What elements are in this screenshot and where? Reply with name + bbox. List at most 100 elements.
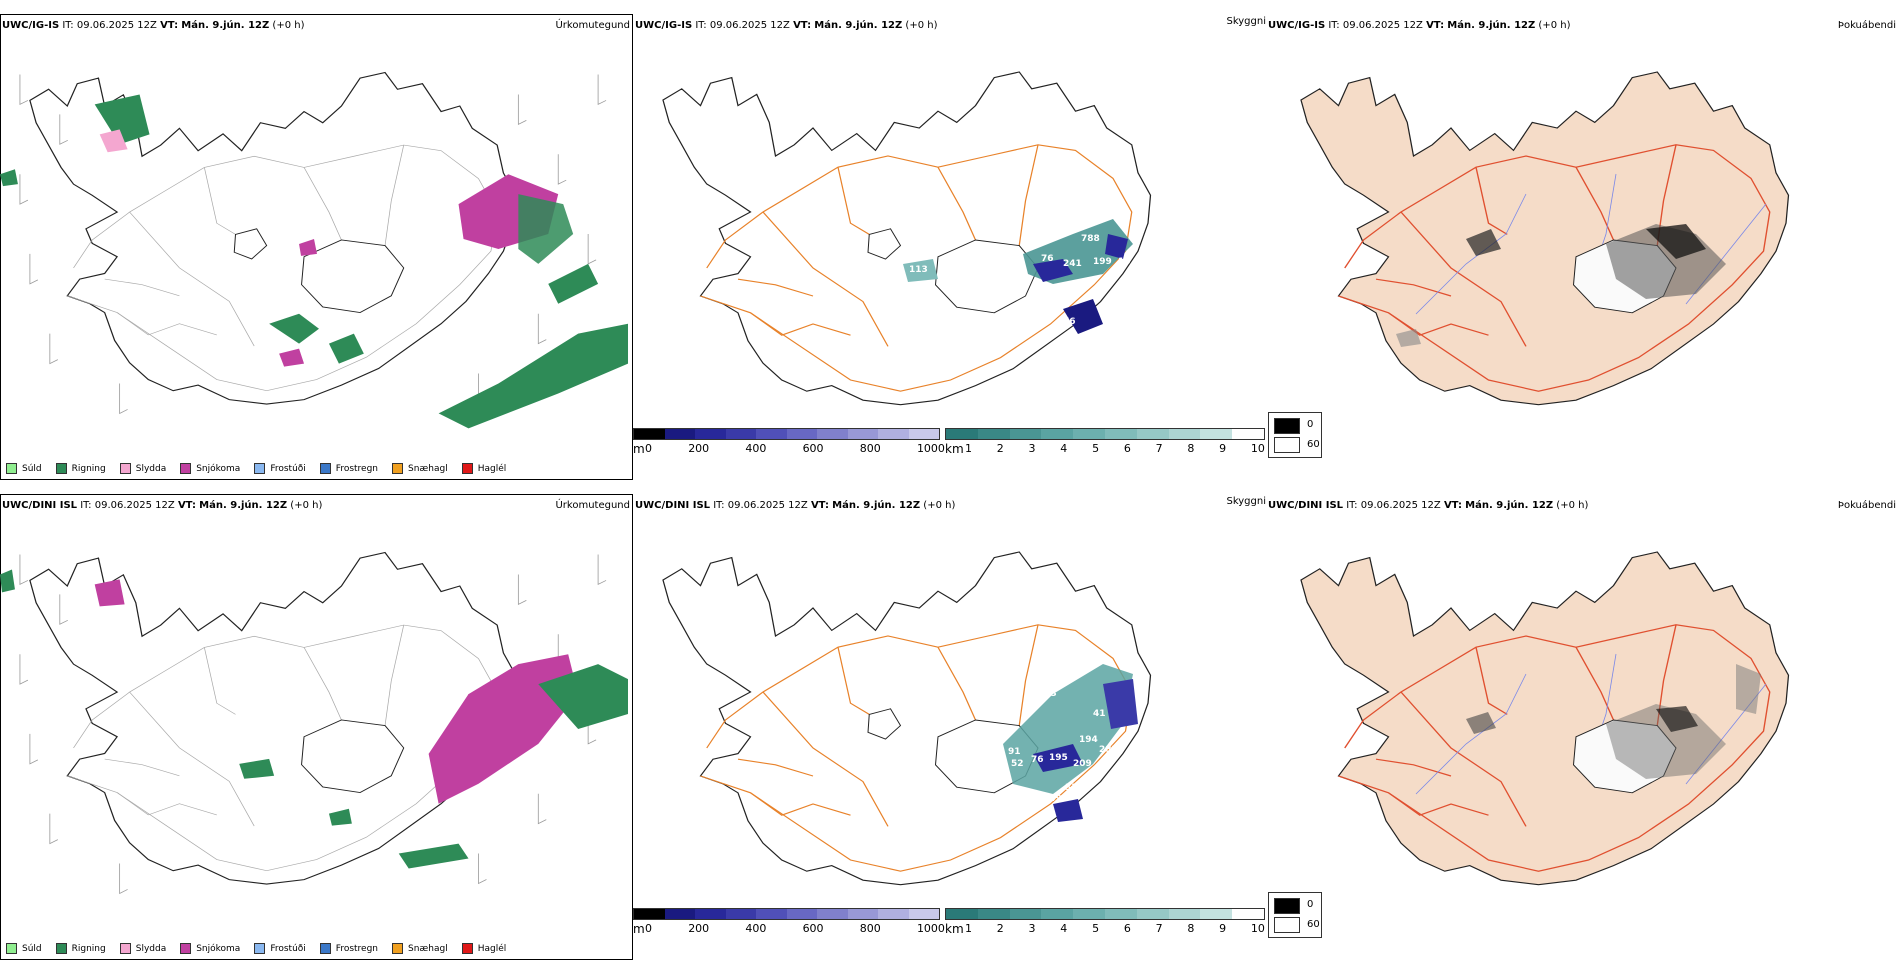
legend-swatch <box>180 463 192 474</box>
legend-item-snjokoma: Snjókoma <box>180 463 240 474</box>
visibility-panel-dini: UWC/DINI ISL IT: 09.06.2025 12Z VT: Mán.… <box>633 494 1266 960</box>
colorbar-tick: 9 <box>1219 442 1227 455</box>
vis-label: 52 <box>1011 759 1024 769</box>
cloud-legend: 0 60 <box>1268 892 1322 938</box>
legend-swatch <box>461 943 473 954</box>
vis-label: 209 <box>1073 759 1092 769</box>
lead-time: (+0 h) <box>905 20 938 31</box>
it-label: IT: <box>1328 20 1340 31</box>
vis-km-unit: km <box>945 442 964 456</box>
vis-label: 76 <box>1031 755 1044 765</box>
colorbar-segment <box>1073 909 1105 919</box>
vis-km-unit: km <box>945 922 964 936</box>
legend-item-rigning: Rigning <box>55 943 106 954</box>
colorbar-tick: 2 <box>996 922 1004 935</box>
colorbar-segment <box>1009 909 1042 919</box>
colorbar-tick: 3 <box>1028 442 1036 455</box>
cloud-swatch-high <box>1274 418 1300 434</box>
vt-value: Mán. 9.jún. 12Z <box>832 500 921 511</box>
colorbar-tick: 200 <box>688 442 710 455</box>
vis-label: 41 <box>1093 709 1106 719</box>
legend-item-haglel: Haglél <box>461 943 507 954</box>
panel-title: Úrkomutegund <box>555 500 630 511</box>
colorbar-tick: 800 <box>859 922 881 935</box>
wind-barbs <box>19 74 607 415</box>
colorbar-tick: 6 <box>1123 922 1131 935</box>
lead-time: (+0 h) <box>272 20 305 31</box>
it-label: IT: <box>1346 500 1358 511</box>
vt-value: Mán. 9.jún. 12Z <box>1447 20 1536 31</box>
colorbar-tick: 0 <box>645 922 652 935</box>
cloud-high-label: 0 <box>1307 419 1314 430</box>
colorbar-segment <box>977 429 1010 439</box>
legend-label: Súld <box>22 463 42 474</box>
colorbar-tick: 10 <box>1250 442 1265 455</box>
vis-label: 76 <box>1041 254 1054 264</box>
it-label: IT: <box>80 500 92 511</box>
colorbar-segment <box>725 909 756 919</box>
precip-frame: UWC/DINI ISL IT: 09.06.2025 12Z VT: Mán.… <box>0 494 633 960</box>
legend-label: Snæhagl <box>408 463 448 474</box>
legend-item-frostudi: Frostúði <box>254 943 306 954</box>
precip-legend: Súld Rigning Slydda Snjókoma Frostúði Fr… <box>6 463 506 474</box>
colorbar-segment <box>946 429 978 439</box>
colorbar-tick: 4 <box>1060 922 1068 935</box>
legend-label: Snjókoma <box>196 943 241 954</box>
legend-item-slydda: Slydda <box>119 463 167 474</box>
legend-label: Súld <box>22 943 42 954</box>
legend-label: Rigning <box>71 943 106 954</box>
fog-map <box>1300 551 1790 886</box>
colorbar-segment <box>756 909 787 919</box>
legend-swatch <box>392 943 404 954</box>
colorbar-tick: 1000 <box>916 442 945 455</box>
legend-swatch <box>6 943 17 954</box>
it-label: IT: <box>695 20 707 31</box>
vis-label: 241 <box>1063 259 1082 269</box>
colorbar-segment <box>908 429 939 439</box>
legend-item-slydda: Slydda <box>119 943 167 954</box>
colorbar-segment <box>1104 429 1137 439</box>
vis-label: 91 <box>1008 747 1021 757</box>
vt-value: Mán. 9.jún. 12Z <box>1465 500 1554 511</box>
cloud-low-label: 60 <box>1307 439 1320 450</box>
legend-label: Haglél <box>477 943 507 954</box>
fog-panel-ig: UWC/IG-IS IT: 09.06.2025 12Z VT: Mán. 9.… <box>1266 14 1899 480</box>
precip-areas <box>0 569 629 869</box>
colorbar-segment <box>1104 909 1137 919</box>
panel-header: UWC/DINI ISL IT: 09.06.2025 12Z VT: Mán.… <box>2 500 322 511</box>
legend-label: Rigning <box>71 463 106 474</box>
fog-panel-dini: UWC/DINI ISL IT: 09.06.2025 12Z VT: Mán.… <box>1266 494 1899 960</box>
cloud-low-label: 60 <box>1307 919 1320 930</box>
vt-label: VT: <box>1426 20 1445 31</box>
legend-item-snaehagl: Snæhagl <box>392 943 448 954</box>
colorbar-segment <box>1136 909 1169 919</box>
colorbar-segment <box>1200 429 1233 439</box>
legend-item-snaehagl: Snæhagl <box>392 463 448 474</box>
legend-label: Slydda <box>135 943 167 954</box>
colorbar-tick: 7 <box>1155 442 1163 455</box>
colorbar-segment <box>695 909 726 919</box>
vt-label: VT: <box>1443 500 1462 511</box>
vt-label: VT: <box>177 500 196 511</box>
legend-label: Frostúði <box>270 943 306 954</box>
colorbar-tick: 1 <box>965 442 972 455</box>
colorbar-segment <box>664 429 695 439</box>
colorbar-segment <box>847 429 878 439</box>
lead-time: (+0 h) <box>290 500 323 511</box>
vis-label: 195 <box>1049 753 1068 763</box>
colorbar-tick: 10 <box>1250 922 1265 935</box>
visibility-map: 133 91 52 76 195 209 349 333 41 194 282 <box>662 551 1152 886</box>
colorbar-segment <box>1200 909 1233 919</box>
legend-label: Slydda <box>135 463 167 474</box>
vt-label: VT: <box>160 20 179 31</box>
vis-label: 12 <box>975 245 988 255</box>
legend-swatch <box>55 463 67 474</box>
panel-title: Þokuábendi <box>1837 20 1896 31</box>
vis-m-colorbar <box>633 908 940 920</box>
colorbar-segment <box>786 909 817 919</box>
it-label: IT: <box>62 20 74 31</box>
legend-item-frostudi: Frostúði <box>254 463 306 474</box>
vis-m-ticks: 0 200 400 600 800 1000 <box>645 442 945 455</box>
vis-label: 194 <box>1079 735 1098 745</box>
vis-m-colorbar <box>633 428 940 440</box>
